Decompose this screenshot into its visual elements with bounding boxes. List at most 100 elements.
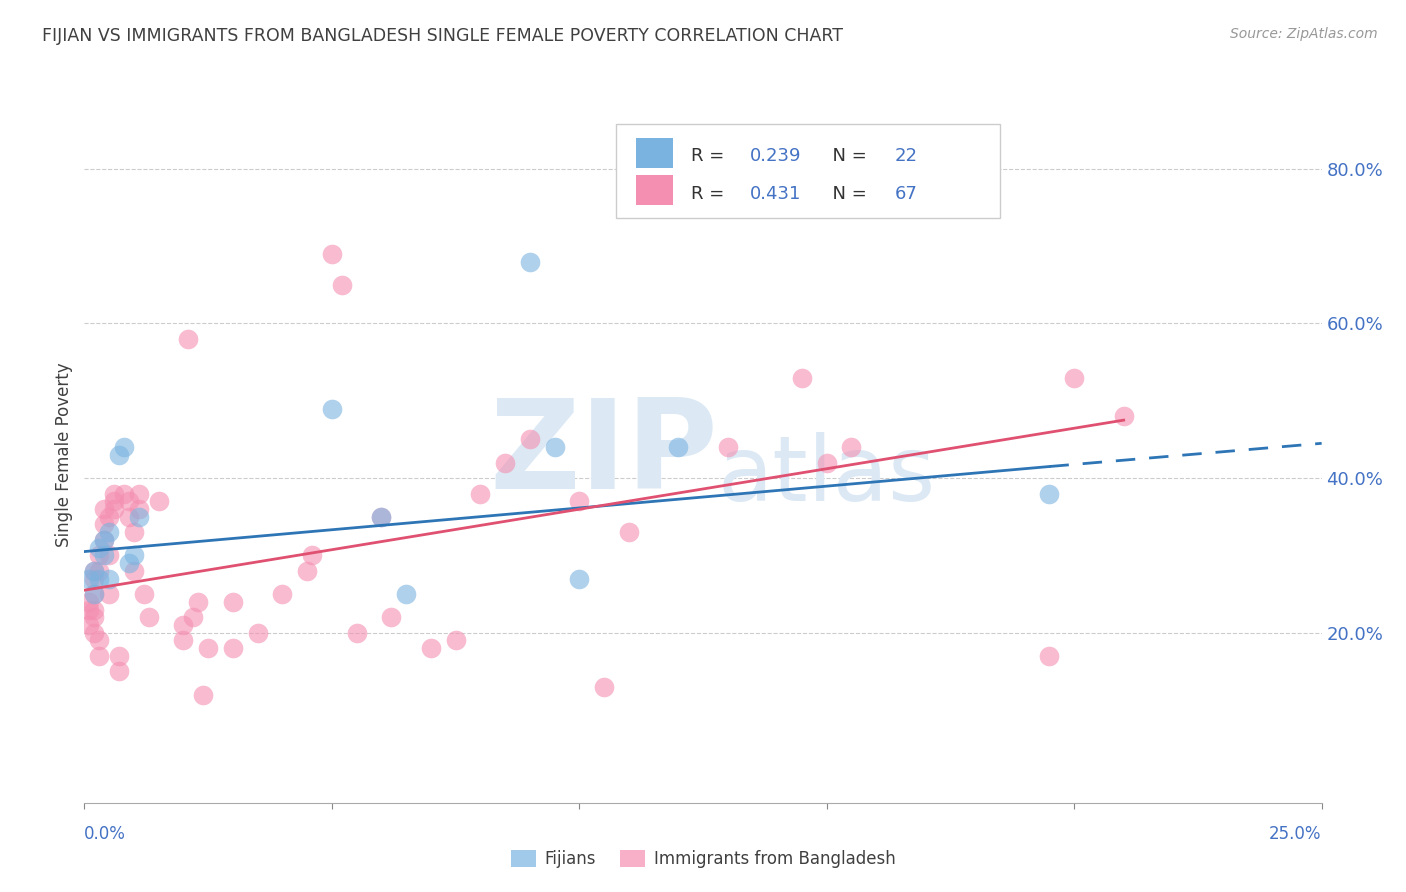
Point — [1063, 370, 1085, 384]
Point — [177, 332, 200, 346]
Point — [172, 633, 194, 648]
Text: FIJIAN VS IMMIGRANTS FROM BANGLADESH SINGLE FEMALE POVERTY CORRELATION CHART: FIJIAN VS IMMIGRANTS FROM BANGLADESH SIN… — [42, 27, 844, 45]
Text: 67: 67 — [894, 185, 918, 203]
Point — [83, 587, 105, 601]
Point — [83, 572, 105, 586]
Point — [543, 440, 565, 454]
Text: 25.0%: 25.0% — [1270, 825, 1322, 843]
Text: R =: R = — [690, 147, 730, 165]
Point — [128, 502, 150, 516]
Point — [395, 587, 418, 601]
Point — [470, 486, 492, 500]
Text: 0.431: 0.431 — [749, 185, 801, 203]
Point — [519, 433, 541, 447]
FancyBboxPatch shape — [616, 124, 1000, 219]
Text: atlas: atlas — [717, 432, 936, 520]
Point — [617, 525, 640, 540]
FancyBboxPatch shape — [636, 137, 673, 169]
Point — [444, 633, 467, 648]
Point — [494, 456, 516, 470]
Point — [98, 587, 121, 601]
Point — [346, 625, 368, 640]
Point — [128, 509, 150, 524]
Point — [93, 517, 115, 532]
Point — [93, 533, 115, 547]
Point — [118, 556, 141, 570]
Point — [89, 572, 111, 586]
Point — [108, 665, 131, 679]
Point — [83, 587, 105, 601]
Point — [790, 370, 813, 384]
Point — [593, 680, 616, 694]
Point — [370, 509, 392, 524]
Point — [666, 440, 689, 454]
Point — [148, 494, 170, 508]
Point — [79, 618, 101, 632]
Point — [222, 641, 245, 656]
Point — [380, 610, 402, 624]
Point — [98, 572, 121, 586]
Text: 0.239: 0.239 — [749, 147, 801, 165]
Point — [419, 641, 441, 656]
Point — [83, 564, 105, 578]
Point — [83, 625, 105, 640]
Point — [717, 440, 740, 454]
Point — [108, 448, 131, 462]
Point — [246, 625, 269, 640]
Point — [132, 587, 155, 601]
Point — [89, 648, 111, 663]
Point — [93, 549, 115, 563]
Point — [79, 602, 101, 616]
Point — [103, 502, 125, 516]
Point — [83, 610, 105, 624]
Point — [79, 595, 101, 609]
Point — [301, 549, 323, 563]
Point — [112, 440, 135, 454]
Point — [1038, 486, 1060, 500]
Point — [89, 633, 111, 648]
Point — [103, 494, 125, 508]
Point — [222, 595, 245, 609]
Point — [103, 486, 125, 500]
Point — [98, 509, 121, 524]
Point — [122, 564, 145, 578]
Point — [815, 456, 838, 470]
Point — [271, 587, 294, 601]
Point — [108, 648, 131, 663]
Point — [295, 564, 318, 578]
Point — [191, 688, 214, 702]
Point — [83, 602, 105, 616]
Point — [128, 486, 150, 500]
Point — [98, 525, 121, 540]
Point — [118, 494, 141, 508]
Text: 22: 22 — [894, 147, 918, 165]
Point — [1038, 648, 1060, 663]
Point — [93, 502, 115, 516]
Point — [330, 277, 353, 292]
Point — [122, 525, 145, 540]
Point — [370, 509, 392, 524]
Point — [568, 572, 591, 586]
Point — [321, 247, 343, 261]
Text: ZIP: ZIP — [489, 394, 718, 516]
Point — [89, 564, 111, 578]
Point — [841, 440, 863, 454]
Point — [321, 401, 343, 416]
Point — [118, 509, 141, 524]
Point — [197, 641, 219, 656]
Text: N =: N = — [821, 185, 872, 203]
Point — [89, 541, 111, 555]
Point — [122, 549, 145, 563]
Point — [112, 486, 135, 500]
Point — [138, 610, 160, 624]
Text: N =: N = — [821, 147, 872, 165]
FancyBboxPatch shape — [636, 175, 673, 205]
Legend: Fijians, Immigrants from Bangladesh: Fijians, Immigrants from Bangladesh — [503, 843, 903, 875]
Point — [79, 572, 101, 586]
Point — [519, 254, 541, 268]
Point — [181, 610, 204, 624]
Text: Source: ZipAtlas.com: Source: ZipAtlas.com — [1230, 27, 1378, 41]
Text: R =: R = — [690, 185, 730, 203]
Point — [172, 618, 194, 632]
Point — [1112, 409, 1135, 424]
